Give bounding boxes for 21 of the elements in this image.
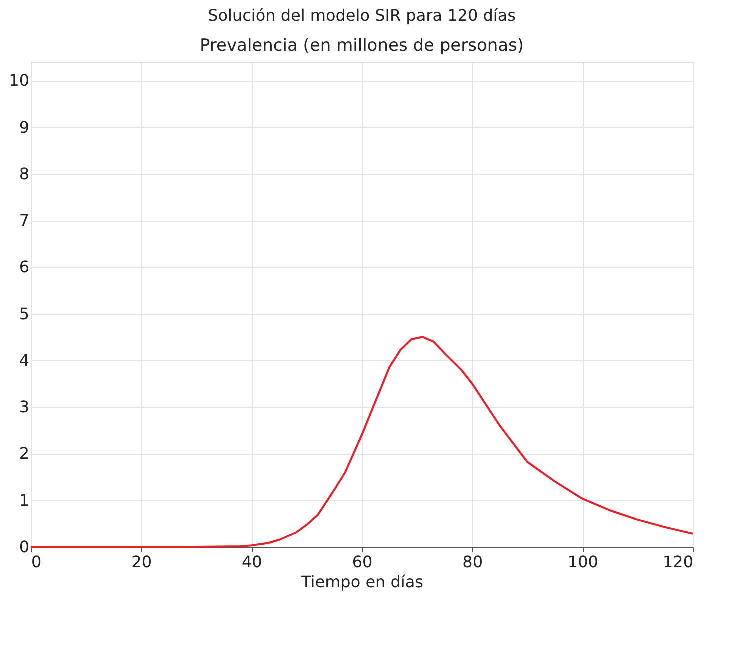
y-tick-label: 6 <box>19 258 30 277</box>
x-tick-label: 100 <box>568 552 598 572</box>
y-tick-label: 8 <box>19 164 30 184</box>
x-tick-label: 40 <box>242 552 262 572</box>
chart-title: Solución del modelo SIR para 120 días <box>208 6 516 25</box>
y-tick-label: 4 <box>19 350 30 370</box>
y-tick-label: 0 <box>19 538 30 556</box>
x-tick-label: 120 <box>662 552 694 572</box>
x-tick-label: 80 <box>462 552 484 572</box>
y-tick-label: 3 <box>19 398 30 417</box>
x-axis-title: Tiempo en días <box>300 572 424 592</box>
y-tick-label: 7 <box>19 211 30 230</box>
y-axis-title: Prevalencia (en millones de personas) <box>200 36 524 56</box>
y-tick-label: 1 <box>19 490 30 510</box>
x-tick-label: 60 <box>352 552 373 572</box>
x-tick-label: 0 <box>32 552 42 572</box>
y-tick-label: 10 <box>9 71 30 90</box>
y-tick-label: 9 <box>19 118 30 137</box>
y-tick-label: 5 <box>19 304 30 324</box>
y-tick-label: 2 <box>19 444 30 464</box>
x-tick-label: 20 <box>132 552 152 572</box>
